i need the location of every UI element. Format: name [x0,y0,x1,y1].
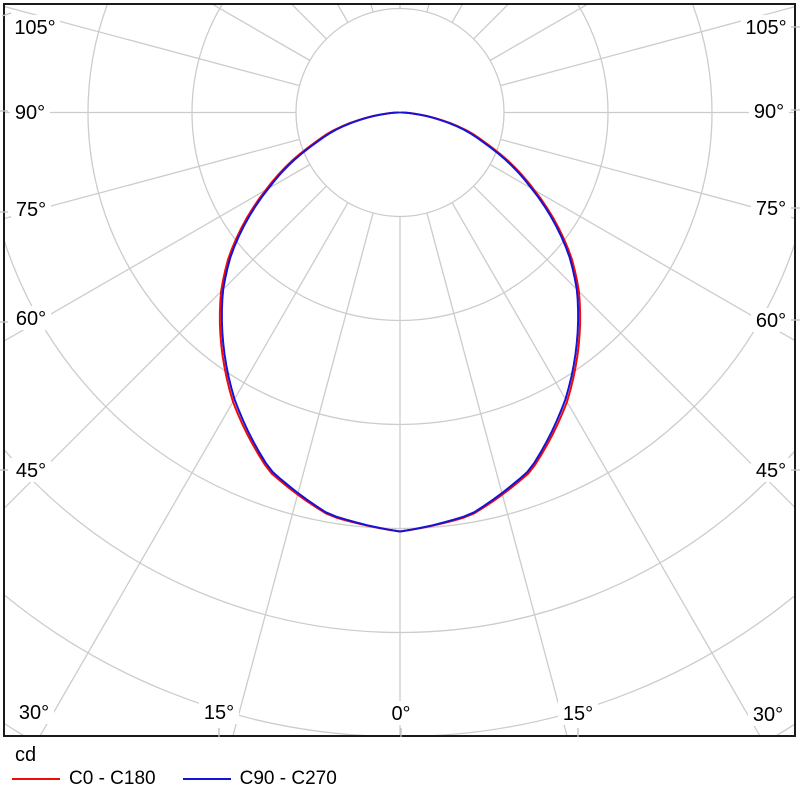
angle-label-left-45: 45° [16,460,46,482]
angle-label-bg-left-45 [11,458,51,482]
angle-label-bg-right-30 [748,702,788,726]
grid-ray [500,6,794,87]
grid-ray [451,202,761,736]
angle-label-right-45: 45° [756,460,786,482]
legend-swatch-c90-c270 [182,777,231,781]
grid-ray [5,138,300,220]
legend-swatch-c0-c180 [12,777,60,781]
angle-label-left-90: 90° [15,102,45,124]
angle-label-right-75: 75° [756,198,786,220]
grid-ray [500,138,794,219]
legend-label-c90-c270: C90 - C270 [239,768,337,789]
angle-label-bg-left-75 [11,197,51,221]
grid-ray [370,5,374,13]
angle-label-bg-right-60 [751,308,791,332]
angle-label-bg-bottom-0 [386,701,416,725]
angle-label-left-105: 105° [14,17,55,39]
grid-ray [5,185,327,509]
grid-ray [426,5,430,13]
border-tick [1,12,12,17]
angle-label-bottom-15-left: 15° [204,702,234,724]
curve-c90-c270 [220,111,580,533]
angle-label-bg-right-45 [751,458,791,482]
angle-label-left-75: 75° [16,199,46,221]
angle-label-bg-left-30 [14,700,54,724]
legend: C0 - C180 C90 - C270 [0,767,800,791]
angle-label-left-60: 60° [16,308,46,330]
angle-label-bg-bottom-15-right [558,701,598,725]
angle-label-right-60: 60° [756,310,786,332]
plot-border [3,3,796,737]
grid-ray [426,212,568,736]
angle-label-bottom-0: 0° [391,703,410,725]
angle-label-bg-left-60 [11,306,51,330]
angle-label-bg-left-90 [10,100,50,124]
legend-label-c0-c180: C0 - C180 [69,768,156,789]
grid-ray [489,163,794,341]
angle-label-right-105: 105° [745,17,786,39]
grid-ray [39,202,349,736]
grid-ray [5,163,311,342]
angle-label-bottom-15-right: 15° [563,703,593,725]
angle-label-bg-bottom-15-left [199,700,239,724]
angle-label-right-90: 90° [754,101,784,123]
grid-ray [232,212,374,736]
angle-label-left-30: 30° [19,702,49,724]
grid-ray [5,5,300,87]
angle-label-bg-right-105 [741,15,791,39]
angle-label-right-30: 30° [753,704,783,726]
grid-ray [473,185,794,508]
angle-label-bg-right-75 [751,196,791,220]
angle-label-bg-left-105 [10,15,60,39]
angle-label-bg-right-90 [749,99,789,123]
unit-label: cd [15,744,37,766]
